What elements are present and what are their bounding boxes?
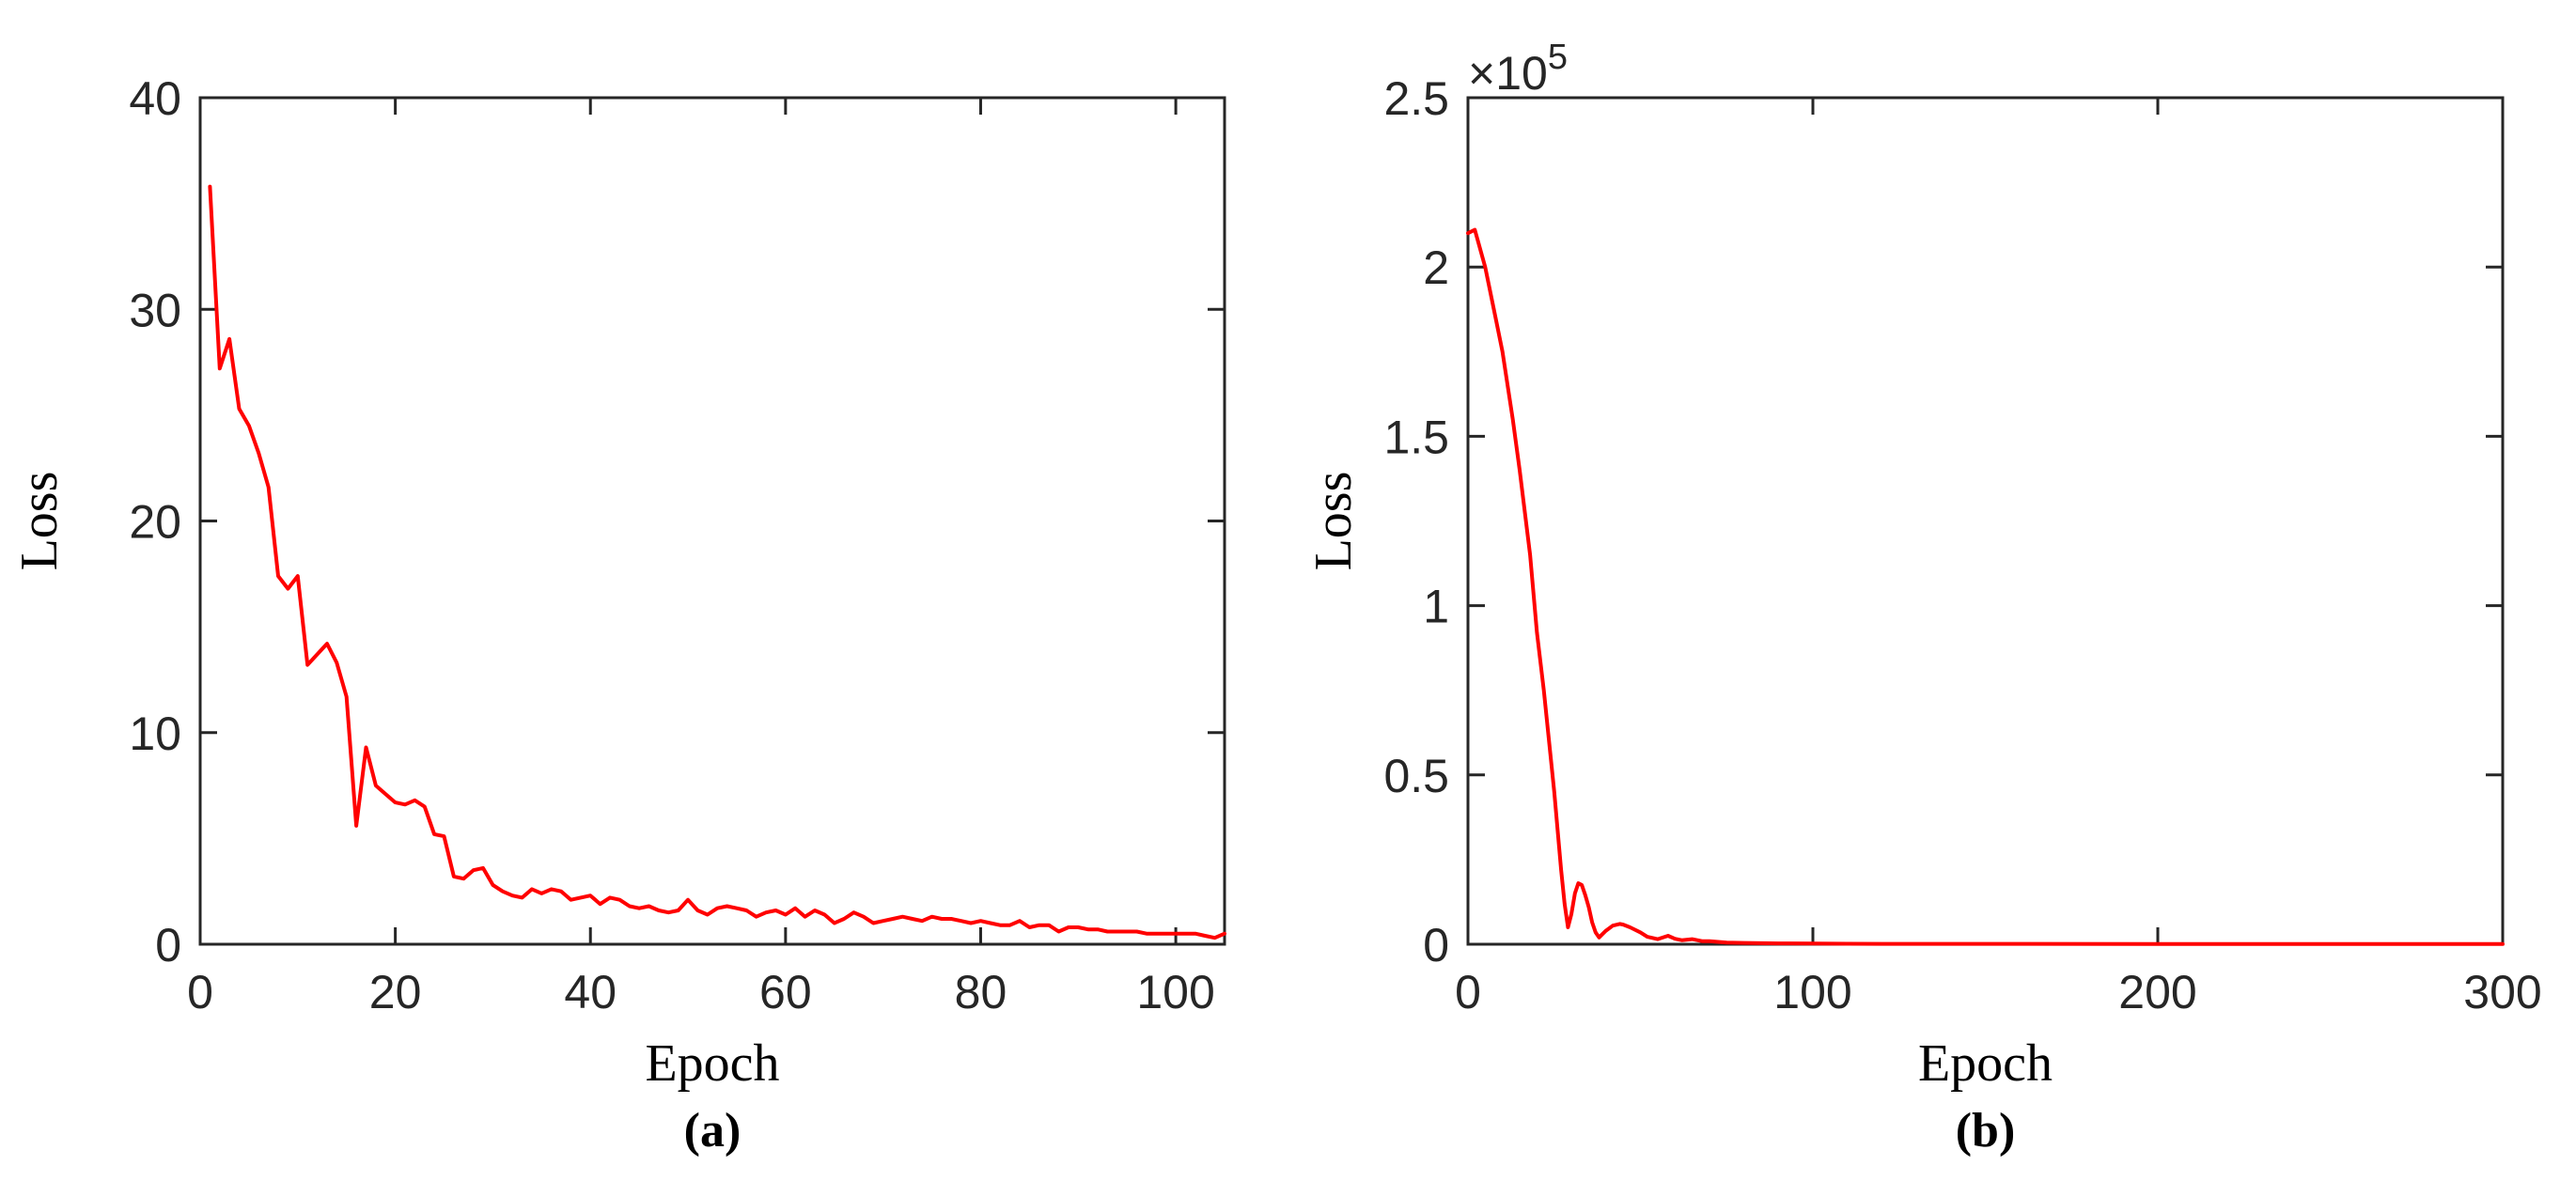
y-tick-label-a-3: 30: [129, 284, 181, 336]
x-tick-label-b-3: 300: [2463, 966, 2541, 1018]
y-axis-title-a: Loss: [10, 472, 69, 571]
y-tick-label-b-5: 2.5: [1383, 72, 1449, 125]
y-tick-label-a-4: 40: [129, 72, 181, 125]
y-exponent-base: ×10: [1468, 47, 1548, 100]
x-tick-label-a-0: 0: [187, 966, 213, 1018]
x-tick-label-a-1: 20: [369, 966, 422, 1018]
loss-series-line-b-0: [1466, 227, 2505, 946]
y-exponent-power: 5: [1548, 38, 1568, 77]
x-tick-label-a-3: 60: [759, 966, 812, 1018]
x-tick-label-b-0: 0: [1455, 966, 1481, 1018]
y-tick-label-a-2: 20: [129, 496, 181, 549]
panel-caption-b: (b): [1956, 1104, 2016, 1158]
panel-b-loss-chart: 0 100 200 300 0 0.5 1 1.5 2 2.5 ×105 Epoch Loss (b): [1304, 38, 2542, 1158]
y-axis-title-b: Loss: [1304, 472, 1363, 571]
y-tick-label-b-4: 2: [1423, 241, 1449, 294]
y-tick-label-a-1: 10: [129, 707, 181, 760]
y-tick-label-b-3: 1.5: [1383, 411, 1449, 463]
axis-frame-b: [1466, 96, 2505, 946]
x-tick-label-a-5: 100: [1136, 966, 1214, 1018]
y-tick-label-a-0: 0: [155, 919, 181, 971]
panel-caption-a: (a): [684, 1104, 742, 1158]
x-tick-label-a-4: 80: [955, 966, 1007, 1018]
y-tick-label-b-1: 0.5: [1383, 750, 1449, 802]
panel-a-loss-chart: 0 20 40 60 80 100 0 10 20 30 40 Epoch Loss (a): [10, 72, 1226, 1158]
y-tick-label-b-2: 1: [1423, 581, 1449, 633]
y-exponent-label: ×105: [1468, 38, 1568, 100]
y-tick-label-b-0: 0: [1423, 919, 1449, 971]
x-tick-label-b-1: 100: [1773, 966, 1851, 1018]
x-axis-title-b: Epoch: [1918, 1034, 2053, 1093]
x-tick-label-a-2: 40: [564, 966, 617, 1018]
loss-series-line-a-0: [208, 184, 1226, 940]
x-tick-label-b-2: 200: [2118, 966, 2196, 1018]
x-axis-title-a: Epoch: [645, 1034, 779, 1093]
